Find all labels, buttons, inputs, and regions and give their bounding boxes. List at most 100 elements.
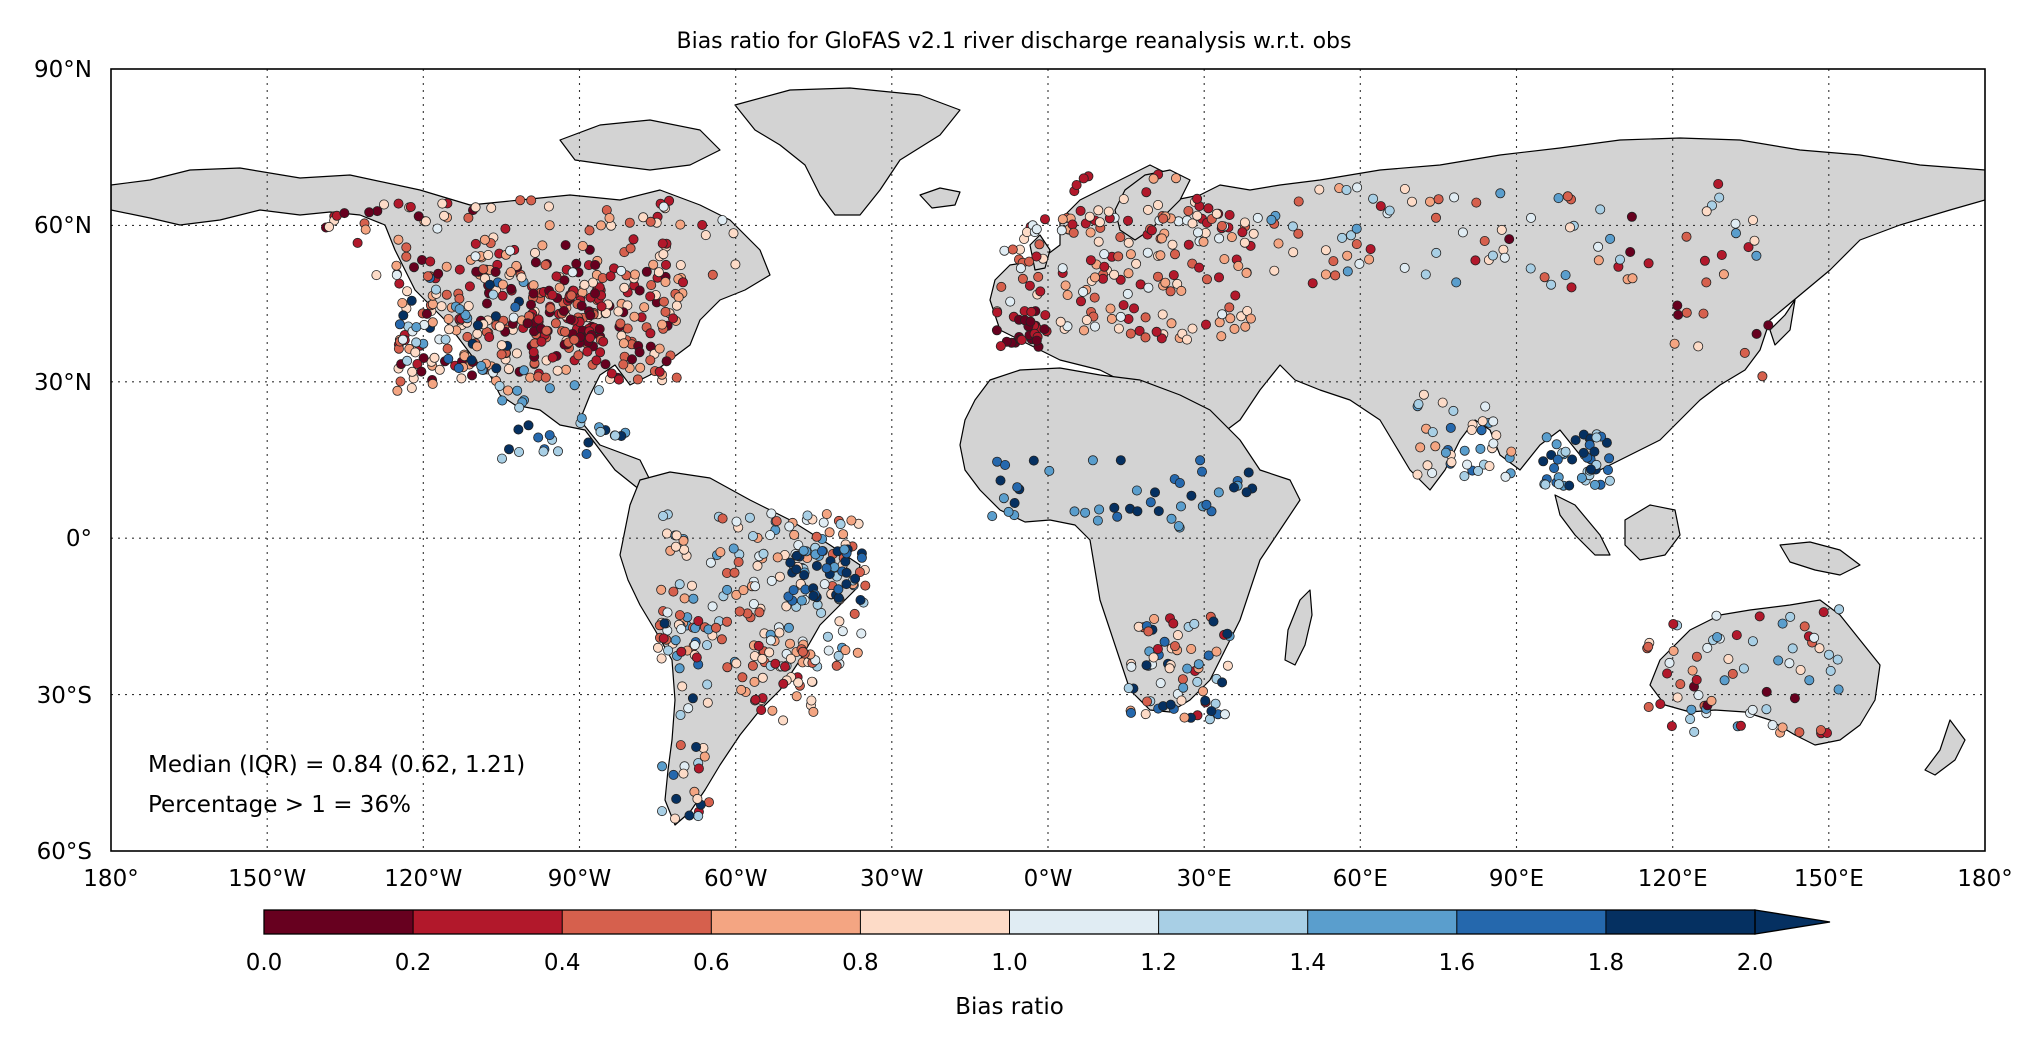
station-marker xyxy=(1062,289,1073,300)
station-marker xyxy=(645,355,656,366)
station-marker xyxy=(750,581,761,592)
station-marker xyxy=(1025,316,1036,327)
station-marker xyxy=(1126,661,1137,672)
station-marker xyxy=(793,677,804,688)
station-marker xyxy=(1219,709,1230,720)
station-marker xyxy=(594,323,605,334)
station-marker xyxy=(371,270,382,281)
station-marker xyxy=(1445,422,1456,433)
station-marker xyxy=(605,271,616,282)
station-marker xyxy=(1225,313,1236,324)
station-marker xyxy=(1123,237,1134,248)
station-marker xyxy=(1201,319,1212,330)
station-marker xyxy=(1603,464,1614,475)
station-marker xyxy=(1834,604,1845,615)
station-marker xyxy=(752,560,763,571)
station-marker xyxy=(756,705,767,716)
station-marker xyxy=(707,601,718,612)
station-marker xyxy=(544,220,555,231)
station-marker xyxy=(466,355,477,366)
station-marker xyxy=(1342,266,1353,277)
station-marker xyxy=(1605,233,1616,244)
station-marker xyxy=(439,210,450,221)
station-marker xyxy=(581,448,592,459)
station-marker xyxy=(1176,695,1187,706)
station-marker xyxy=(1118,300,1129,311)
station-marker xyxy=(722,616,733,627)
station-marker xyxy=(780,661,791,672)
station-marker xyxy=(1488,438,1499,449)
station-marker xyxy=(1132,506,1143,517)
station-marker xyxy=(1731,630,1742,641)
station-marker xyxy=(1084,211,1095,222)
station-marker xyxy=(463,300,474,311)
station-marker xyxy=(1157,309,1168,320)
station-marker xyxy=(1248,228,1259,239)
station-marker xyxy=(618,338,629,349)
station-marker xyxy=(1170,641,1181,652)
station-marker xyxy=(656,653,667,664)
station-marker xyxy=(596,220,607,231)
station-marker xyxy=(1026,306,1037,317)
station-marker xyxy=(1578,447,1589,458)
station-marker xyxy=(1016,334,1027,345)
station-marker xyxy=(1156,333,1167,344)
station-marker xyxy=(1585,464,1596,475)
station-marker xyxy=(1625,246,1636,257)
station-marker xyxy=(676,646,687,657)
station-marker xyxy=(1761,704,1772,715)
colorbar-segment xyxy=(562,910,712,934)
station-marker xyxy=(629,311,640,322)
station-marker xyxy=(1459,471,1470,482)
station-marker xyxy=(1187,323,1198,334)
station-marker xyxy=(1730,218,1741,229)
station-marker xyxy=(528,288,539,299)
station-marker xyxy=(819,579,830,590)
station-marker xyxy=(691,742,702,753)
station-marker xyxy=(436,301,447,312)
station-marker xyxy=(996,281,1007,292)
station-marker xyxy=(593,385,604,396)
station-marker xyxy=(764,647,775,658)
station-marker xyxy=(1615,254,1626,265)
station-marker xyxy=(1142,247,1153,258)
colorbar-tick-label: 2.0 xyxy=(1737,950,1774,976)
station-marker xyxy=(1214,233,1225,244)
station-marker xyxy=(1099,261,1110,272)
station-marker xyxy=(1153,271,1164,282)
station-marker xyxy=(560,240,571,251)
colorbar-tick-label: 0.4 xyxy=(544,950,581,976)
station-marker xyxy=(736,684,747,695)
station-marker xyxy=(1112,511,1123,522)
station-marker xyxy=(554,282,565,293)
station-marker xyxy=(1698,308,1709,319)
station-marker xyxy=(1718,269,1729,280)
lon-tick-label: 0°W xyxy=(1024,866,1073,892)
station-marker xyxy=(1440,447,1451,458)
station-marker xyxy=(1422,460,1433,471)
station-marker xyxy=(1666,721,1677,732)
station-marker xyxy=(1069,506,1080,517)
station-marker xyxy=(785,638,796,649)
station-marker xyxy=(1093,205,1104,216)
station-marker xyxy=(1540,479,1551,490)
lon-tick-label: 120°W xyxy=(384,866,462,892)
station-marker xyxy=(1560,270,1571,281)
station-marker xyxy=(411,322,422,333)
station-marker xyxy=(1094,504,1105,515)
station-marker xyxy=(1427,467,1438,478)
station-marker xyxy=(406,295,417,306)
station-marker xyxy=(1699,255,1710,266)
station-marker xyxy=(1229,482,1240,493)
station-marker xyxy=(1075,205,1086,216)
station-marker xyxy=(1471,197,1482,208)
station-marker xyxy=(838,529,849,540)
station-marker xyxy=(1166,318,1177,329)
station-marker xyxy=(833,592,844,603)
station-marker xyxy=(1541,432,1552,443)
station-marker xyxy=(1214,272,1225,283)
station-marker xyxy=(1662,668,1673,679)
station-marker xyxy=(1757,371,1768,382)
median-iqr-annotation: Median (IQR) = 0.84 (0.62, 1.21) xyxy=(148,752,525,778)
station-marker xyxy=(1526,212,1537,223)
